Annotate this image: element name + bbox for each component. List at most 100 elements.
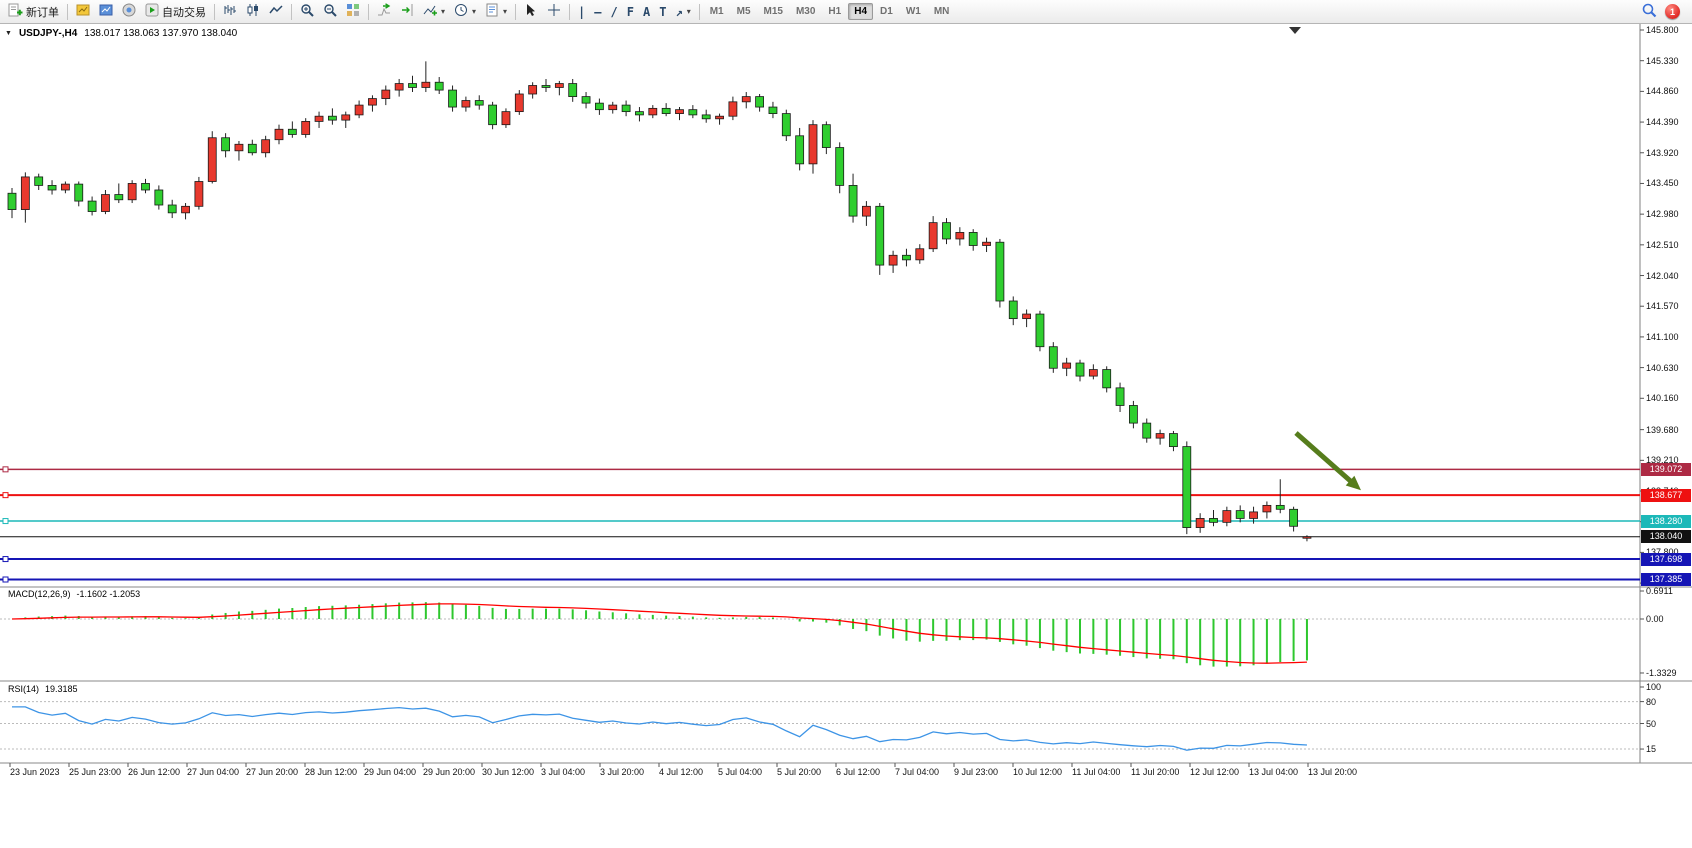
- text-tool-icon: A: [642, 4, 651, 19]
- new-order-button[interactable]: 新订单: [4, 1, 63, 23]
- tile-windows-icon: [346, 3, 360, 20]
- tile-windows-button[interactable]: [342, 1, 364, 23]
- indicators-icon: [423, 3, 437, 20]
- rsi-plot: [0, 701, 1640, 751]
- vertical-line-icon: |: [578, 4, 586, 19]
- chevron-down-icon: ▾: [503, 7, 508, 16]
- autotrading-icon: [145, 3, 159, 20]
- separator: [214, 3, 215, 20]
- search-icon[interactable]: [1641, 2, 1657, 21]
- fibonacci-tool-button[interactable]: F: [623, 1, 638, 23]
- separator: [67, 3, 68, 20]
- ohlc-values: 138.017 138.063 137.970 138.040: [84, 28, 238, 39]
- separator: [515, 3, 517, 20]
- chart-shift-icon: [400, 3, 414, 20]
- timeframe-h4[interactable]: H4: [848, 3, 874, 20]
- candlesticks: [7, 61, 1312, 542]
- horizontal-level-lines: [0, 466, 1640, 583]
- chevron-down-icon: ▾: [472, 7, 477, 16]
- chart-shift-button[interactable]: [396, 1, 418, 23]
- templates-button[interactable]: ▾: [481, 1, 511, 23]
- annotation-arrow-head: [1345, 475, 1362, 491]
- line-chart-button[interactable]: [265, 1, 287, 23]
- autotrading-button[interactable]: 自动交易: [141, 1, 210, 23]
- separator: [698, 3, 700, 20]
- macd-name: MACD(12,26,9): [8, 589, 71, 599]
- macd-values: -1.1602 -1.2053: [76, 589, 141, 599]
- chart-frame: [0, 24, 1692, 767]
- bar-chart-icon: [223, 3, 237, 20]
- timeframe-m30[interactable]: M30: [795, 6, 816, 17]
- label-tool-icon: T: [659, 4, 667, 19]
- vertical-line-tool-button[interactable]: |: [574, 1, 589, 23]
- crosshair-icon: [547, 3, 561, 20]
- timeframe-d1[interactable]: D1: [880, 6, 893, 17]
- zoom-in-icon: [300, 3, 314, 20]
- periods-button[interactable]: ▾: [450, 1, 480, 23]
- price-chart-region[interactable]: [0, 24, 1640, 587]
- horizontal-line-icon: —: [594, 4, 602, 19]
- cursor-icon: [524, 3, 538, 20]
- cursor-tool-button[interactable]: [520, 1, 542, 23]
- profile-chart-icon: [76, 3, 90, 20]
- auto-scroll-button[interactable]: [373, 1, 395, 23]
- timeframe-w1[interactable]: W1: [905, 6, 921, 17]
- rsi-indicator-label: RSI(14) 19.3185: [6, 684, 80, 694]
- timeframe-m15[interactable]: M15: [763, 6, 783, 17]
- profile-button[interactable]: [72, 1, 94, 23]
- new-order-icon: [8, 3, 23, 20]
- rsi-value: 19.3185: [45, 684, 78, 694]
- zoom-out-button[interactable]: [319, 1, 341, 23]
- arrows-tool-button[interactable]: ↗ ▾: [671, 1, 694, 23]
- arrow-stamp-icon: ↗: [675, 4, 683, 19]
- timeframe-h1[interactable]: H1: [828, 6, 842, 17]
- timeframe-m1[interactable]: M1: [709, 6, 724, 17]
- candlestick-chart-icon: [246, 3, 260, 20]
- clock-icon: [454, 3, 468, 20]
- notification-badge[interactable]: 1: [1665, 4, 1680, 19]
- zoom-in-button[interactable]: [296, 1, 318, 23]
- separator: [291, 3, 292, 20]
- separator: [368, 3, 369, 20]
- chevron-down-icon: ▼: [5, 30, 12, 37]
- label-tool-button[interactable]: T: [655, 1, 670, 23]
- timeframe-buttons: M1 M5 M15 M30 H1 H4 D1 W1 MN: [704, 3, 956, 20]
- chart-title: ▼ USDJPY-,H4 138.017 138.063 137.970 138…: [5, 28, 237, 39]
- main-toolbar: 新订单 自动交易 ▾ ▾ ▾ | — / F A T ↗ ▾ M1 M5 M15 M30…: [0, 0, 1692, 24]
- chevron-down-icon: ▾: [441, 7, 446, 16]
- line-chart-icon: [269, 3, 283, 20]
- price-axis-region[interactable]: [1640, 24, 1692, 763]
- time-axis-region[interactable]: [0, 763, 1640, 785]
- crosshair-tool-button[interactable]: [543, 1, 565, 23]
- zoom-out-icon: [323, 3, 337, 20]
- autotrading-label: 自动交易: [162, 6, 206, 19]
- candlestick-chart-button[interactable]: [242, 1, 264, 23]
- fibonacci-icon: F: [626, 4, 634, 19]
- market-watch-icon: [99, 3, 113, 20]
- horizontal-line-tool-button[interactable]: —: [590, 1, 605, 23]
- template-icon: [485, 3, 499, 20]
- indicators-button[interactable]: ▾: [419, 1, 449, 23]
- bar-chart-button[interactable]: [219, 1, 241, 23]
- timeframe-mn[interactable]: MN: [933, 6, 950, 17]
- macd-indicator-label: MACD(12,26,9) -1.1602 -1.2053: [6, 589, 143, 599]
- annotation-arrow: [1294, 431, 1357, 487]
- auto-scroll-icon: [377, 3, 391, 20]
- toolbar-right: 1: [1641, 2, 1688, 21]
- chevron-down-icon: ▾: [686, 7, 691, 16]
- new-order-label: 新订单: [26, 6, 59, 19]
- text-tool-button[interactable]: A: [639, 1, 654, 23]
- navigator-button[interactable]: [118, 1, 140, 23]
- macd-panel-region[interactable]: [0, 588, 1640, 680]
- chart-shift-marker: [1289, 27, 1301, 34]
- symbol-timeframe-label: USDJPY-,H4: [18, 28, 78, 39]
- trendline-icon: /: [610, 4, 618, 19]
- trendline-tool-button[interactable]: /: [607, 1, 622, 23]
- market-watch-button[interactable]: [95, 1, 117, 23]
- separator: [569, 3, 571, 20]
- rsi-name: RSI(14): [8, 684, 40, 694]
- navigator-icon: [122, 3, 136, 20]
- rsi-panel-region[interactable]: [0, 682, 1640, 762]
- timeframe-m5[interactable]: M5: [736, 6, 751, 17]
